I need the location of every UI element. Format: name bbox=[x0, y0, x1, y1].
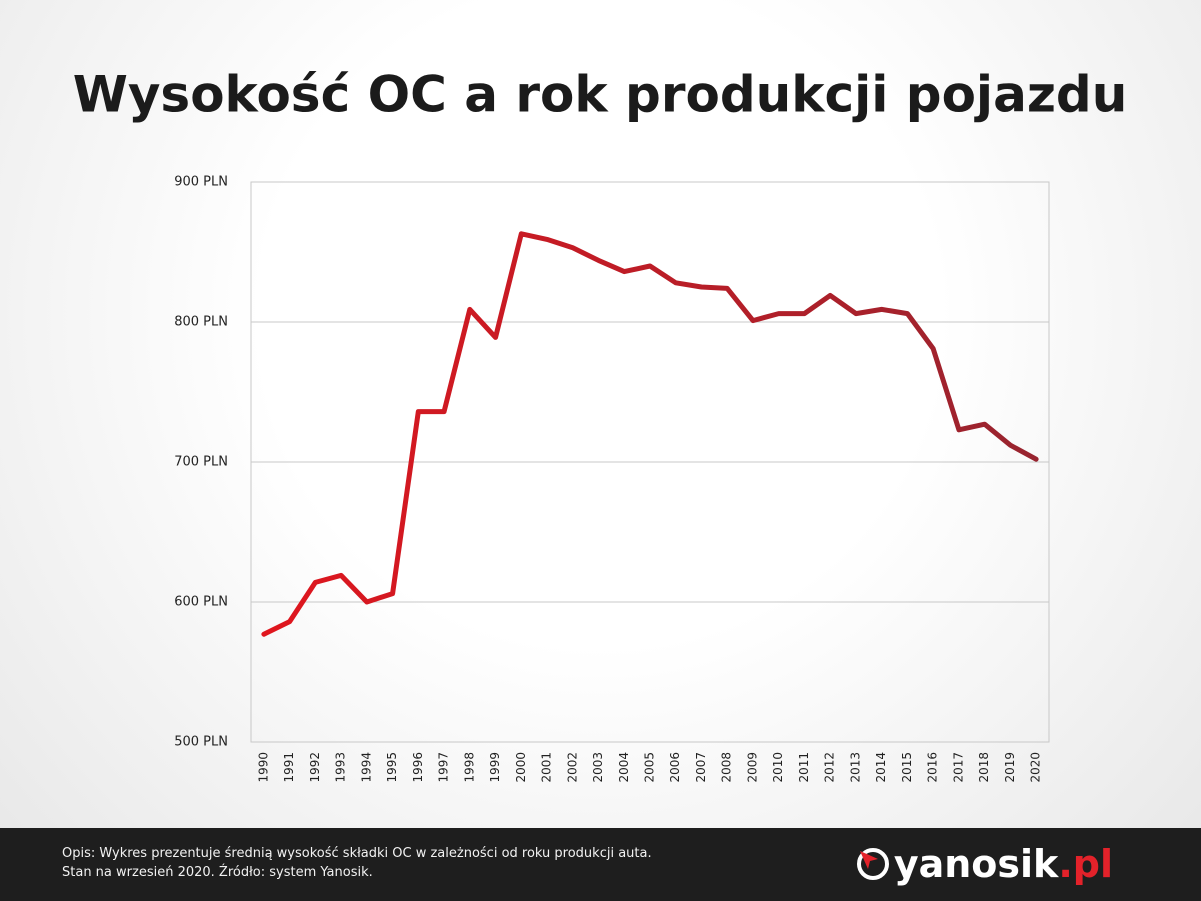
logo-suffix: .pl bbox=[1058, 842, 1113, 886]
x-tick-label: 2004 bbox=[617, 752, 631, 783]
chart: Wysokość OC a rok produkcji pojazdu 500 … bbox=[73, 66, 1128, 783]
chart-title: Wysokość OC a rok produkcji pojazdu bbox=[73, 66, 1128, 124]
x-tick-label: 2020 bbox=[1029, 752, 1043, 783]
x-tick-label: 2010 bbox=[771, 752, 785, 783]
x-tick-label: 2011 bbox=[797, 752, 811, 783]
x-tick-label: 2005 bbox=[643, 752, 657, 783]
y-tick-label: 900 PLN bbox=[174, 175, 228, 190]
x-tick-label: 2019 bbox=[1003, 752, 1017, 783]
x-tick-label: 2009 bbox=[745, 752, 759, 783]
x-tick-label: 2014 bbox=[874, 752, 888, 783]
logo-icon bbox=[856, 848, 889, 880]
logo: yanosik.pl bbox=[856, 842, 1113, 886]
x-tick-label: 2002 bbox=[565, 752, 579, 783]
x-tick-label: 2013 bbox=[848, 752, 862, 783]
footer-description: Stan na wrzesień 2020. Źródło: system Ya… bbox=[62, 865, 373, 880]
y-tick-label: 600 PLN bbox=[174, 595, 228, 610]
x-tick-label: 1993 bbox=[334, 752, 348, 783]
data-line bbox=[261, 231, 1039, 637]
x-tick-label: 2017 bbox=[951, 752, 965, 783]
logo-name: yanosik bbox=[893, 842, 1059, 886]
x-tick-label: 2001 bbox=[540, 752, 554, 783]
x-tick-label: 1995 bbox=[385, 752, 399, 783]
y-tick-label: 800 PLN bbox=[174, 315, 228, 330]
y-tick-label: 700 PLN bbox=[174, 455, 228, 470]
x-tick-label: 2003 bbox=[591, 752, 605, 783]
x-tick-label: 1998 bbox=[462, 752, 476, 783]
x-tick-label: 2008 bbox=[720, 752, 734, 783]
x-tick-label: 2012 bbox=[823, 752, 837, 783]
x-tick-label: 1992 bbox=[308, 752, 322, 783]
x-tick-label: 2006 bbox=[668, 752, 682, 783]
footer: Opis: Wykres prezentuje średnią wysokość… bbox=[0, 828, 1201, 901]
x-tick-label: 1999 bbox=[488, 752, 502, 783]
x-tick-label: 1991 bbox=[282, 752, 296, 783]
x-tick-label: 2000 bbox=[514, 752, 528, 783]
x-tick-label: 2007 bbox=[694, 752, 708, 783]
y-tick-label: 500 PLN bbox=[174, 735, 228, 750]
x-tick-label: 1990 bbox=[256, 752, 270, 783]
x-tick-label: 2016 bbox=[926, 752, 940, 783]
x-tick-label: 1996 bbox=[411, 752, 425, 783]
footer-description: Opis: Wykres prezentuje średnią wysokość… bbox=[62, 846, 652, 861]
x-tick-label: 1997 bbox=[437, 752, 451, 783]
x-tick-label: 1994 bbox=[359, 752, 373, 783]
x-tick-label: 2018 bbox=[977, 752, 991, 783]
x-tick-label: 2015 bbox=[900, 752, 914, 783]
